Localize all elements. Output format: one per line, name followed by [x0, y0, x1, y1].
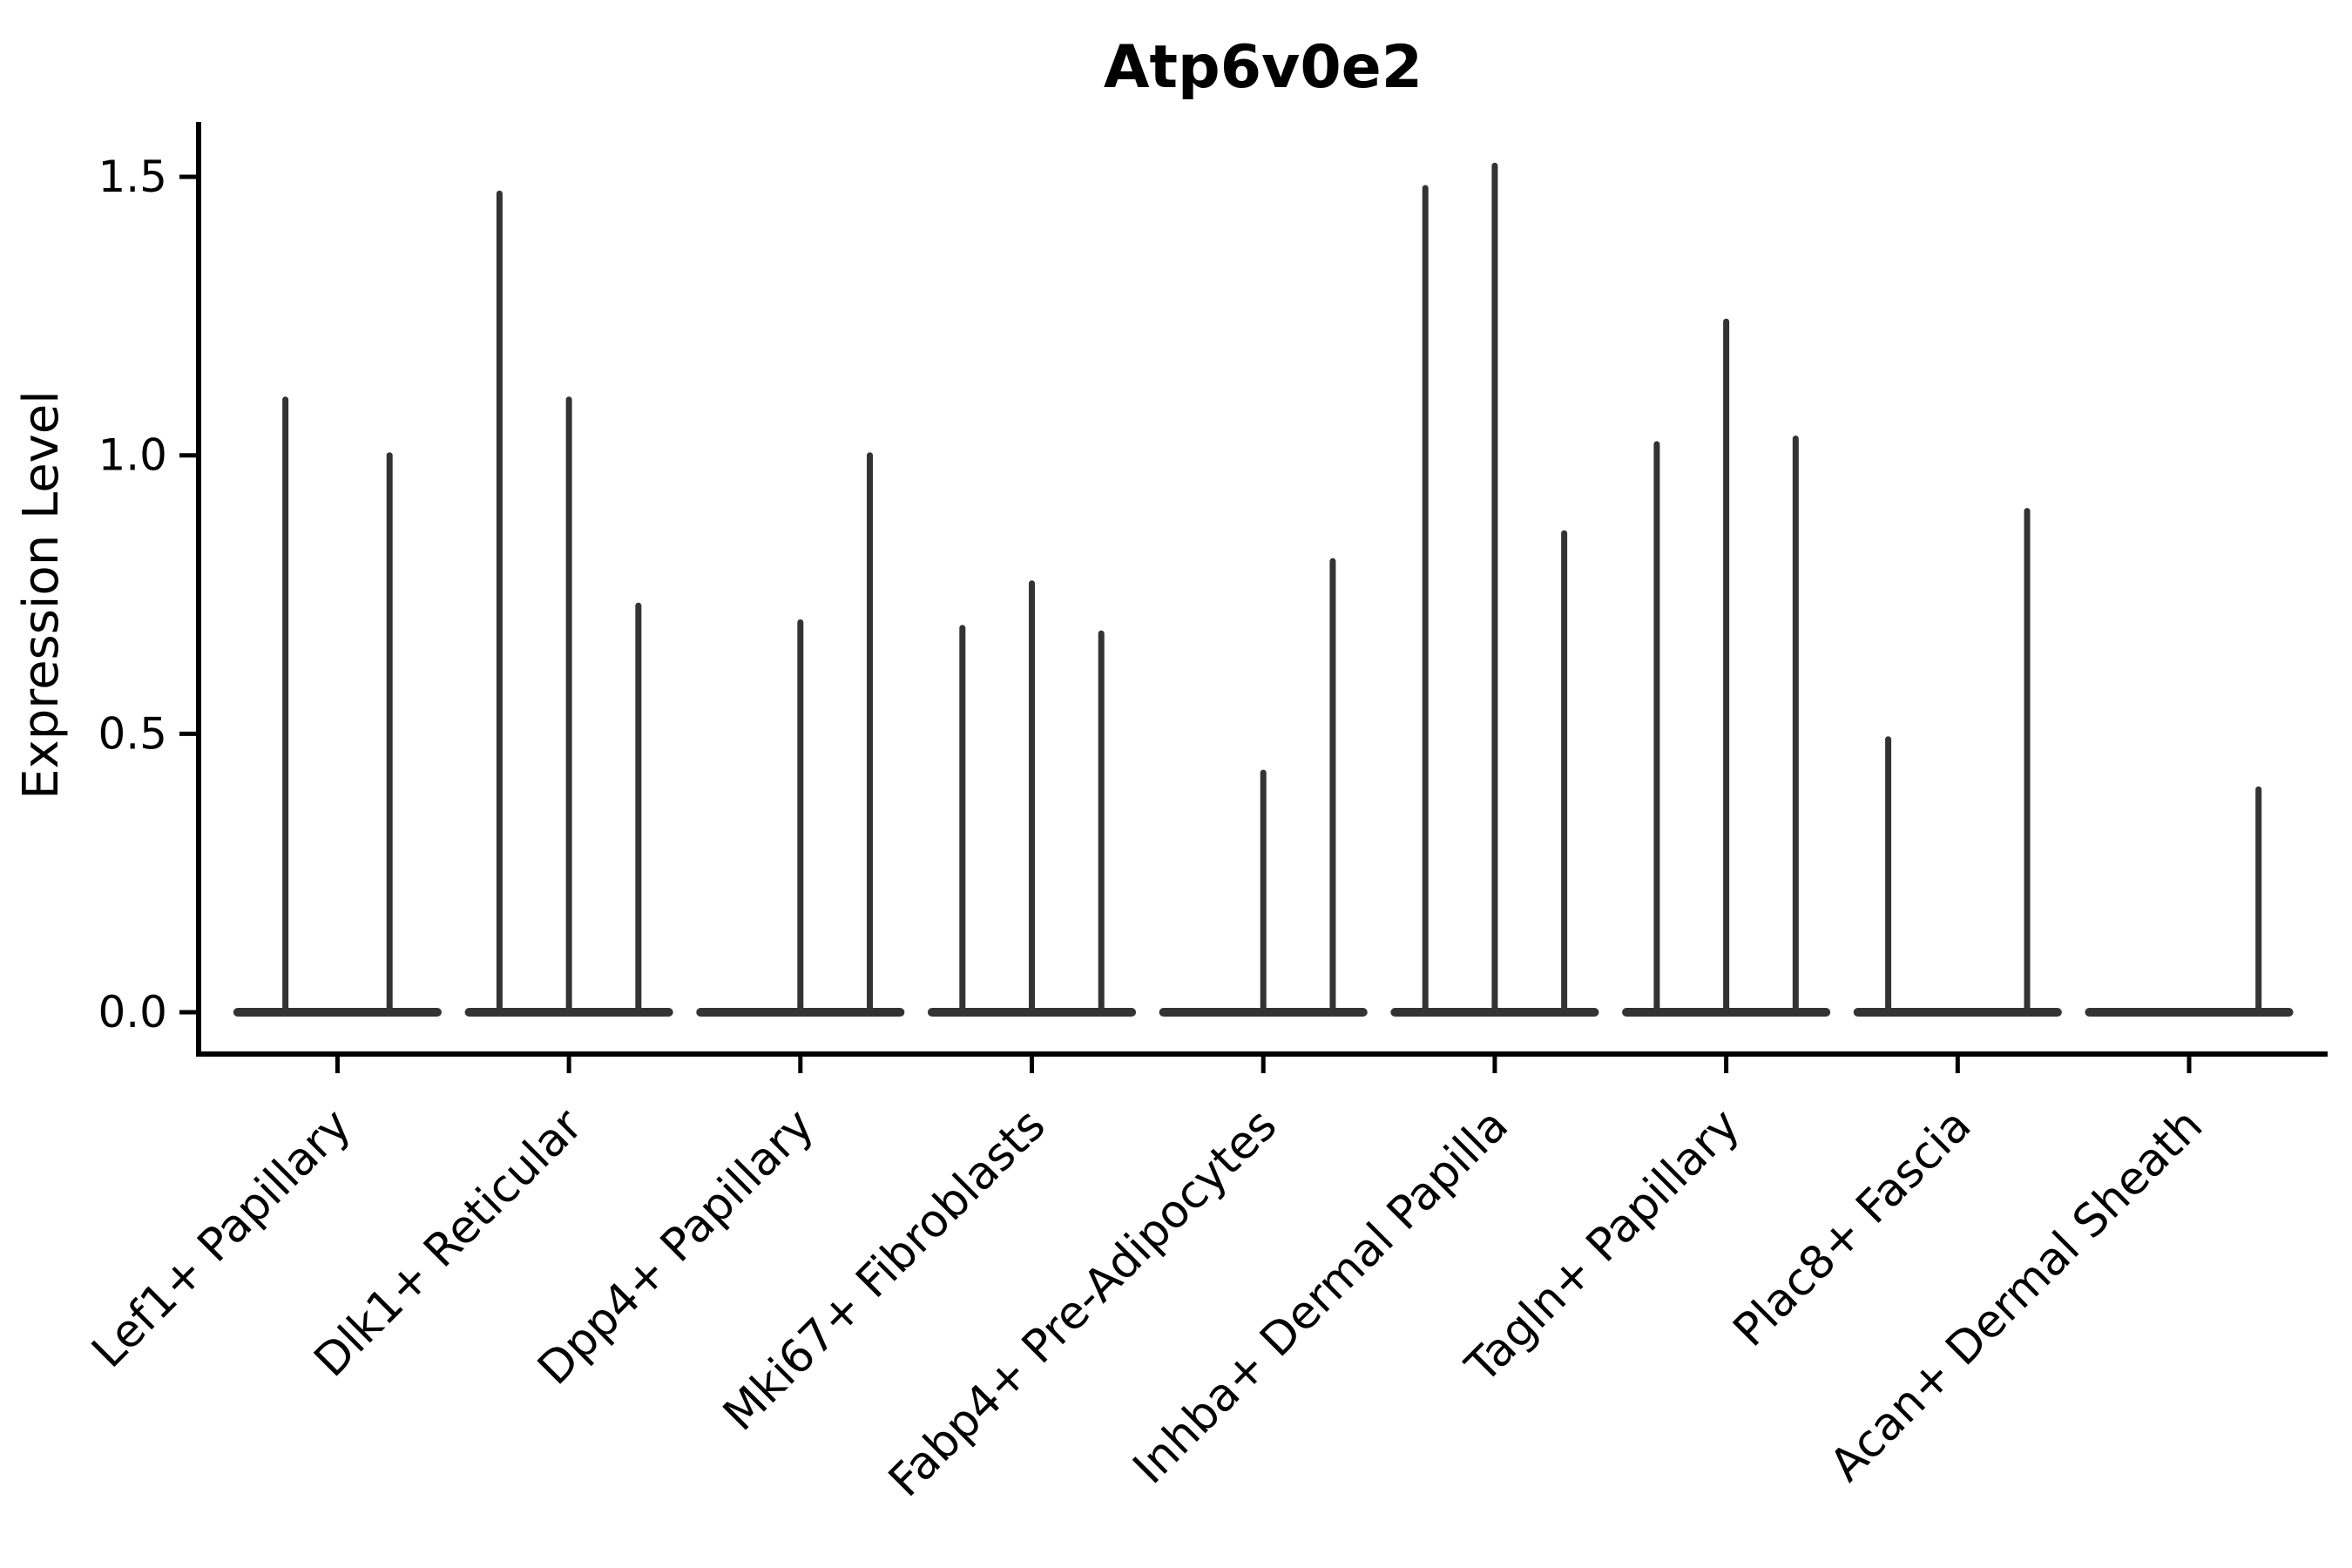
x-category-label: Inhba+ Dermal Papilla	[1124, 1099, 1518, 1494]
y-tick-label: 1.0	[98, 430, 167, 481]
y-tick-label: 0.0	[98, 987, 167, 1037]
x-category-label: Acan+ Dermal Sheath	[1821, 1099, 2213, 1492]
violin-base	[233, 1008, 442, 1017]
y-tick-label: 0.5	[98, 708, 167, 759]
violin-base	[1853, 1008, 2062, 1017]
x-category-label: Plac8+ Fascia	[1724, 1099, 1982, 1357]
plot-title: Atp6v0e2	[1104, 33, 1423, 102]
violin-base	[2085, 1008, 2294, 1017]
x-category-label: Fabp4+ Pre-Adipocytes	[879, 1099, 1287, 1507]
violin-layer	[233, 162, 2294, 1017]
y-tick-label: 1.5	[98, 152, 167, 202]
y-axis-label: Expression Level	[13, 390, 70, 800]
